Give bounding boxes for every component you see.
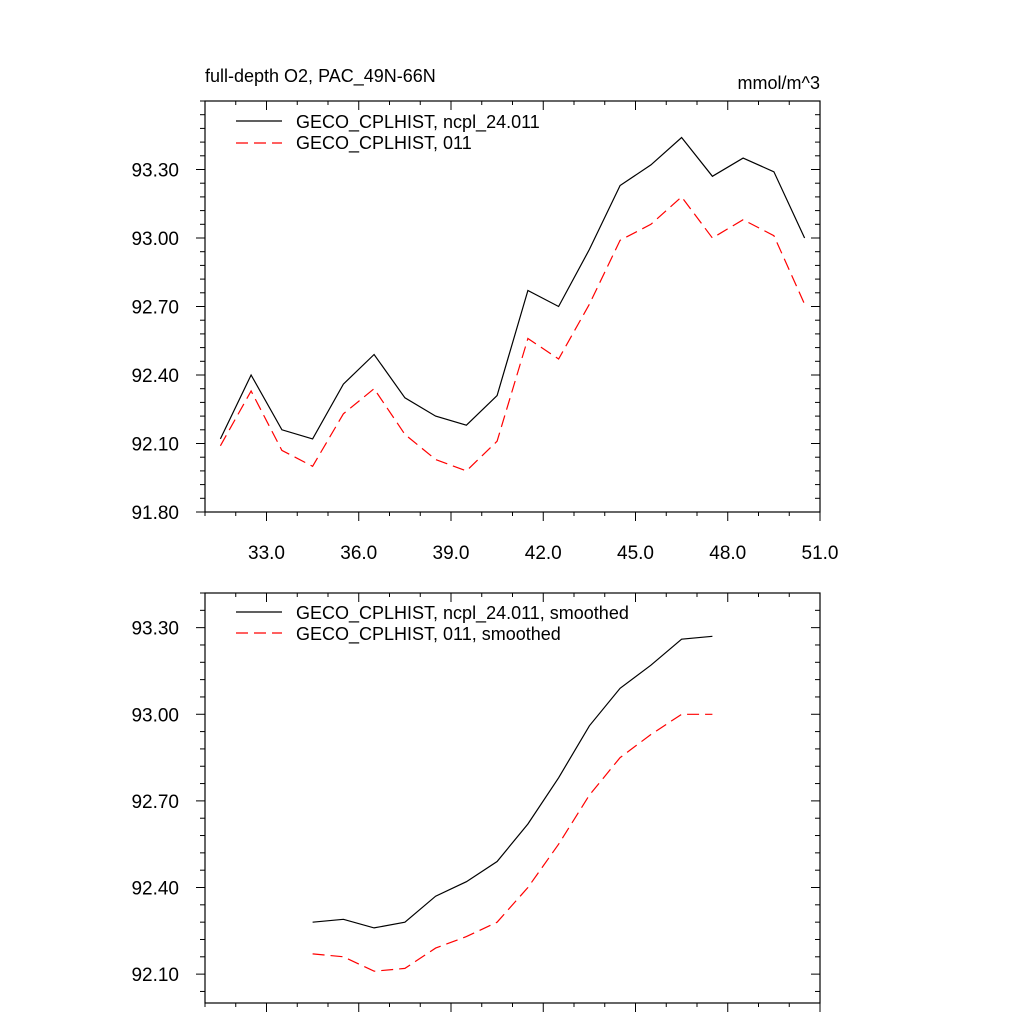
legend-label-1: GECO_CPLHIST, 011, smoothed [296, 624, 561, 645]
y-tick-label: 93.30 [131, 619, 179, 640]
series-line-solid [219, 136, 806, 440]
bottom-panel: 92.10 92.40 92.70 93.00 93.30 GECO_CPLHIST, … [131, 592, 821, 1012]
y-tick-label: 91.80 [131, 503, 179, 524]
axes-frame: 33.0 36.0 39.0 42.0 45.0 48.0 51.0 91.80 92.10 92… [131, 100, 839, 564]
y-tick-label: 92.70 [131, 298, 179, 319]
legend-label-1: GECO_CPLHIST, 011 [296, 133, 472, 154]
y-tick-label: 92.70 [131, 792, 179, 813]
legend-label-0: GECO_CPLHIST, ncpl_24.011 [296, 112, 540, 133]
series-line-solid [312, 635, 713, 929]
x-tick-label: 36.0 [340, 543, 377, 564]
top-panel-legend: GECO_CPLHIST, ncpl_24.011 GECO_CPLHIST, … [236, 112, 540, 154]
y-tick-label: 92.40 [131, 879, 179, 900]
plot-frame [204, 592, 821, 1004]
y-tick-label: 93.30 [131, 161, 179, 182]
x-tick-label: 33.0 [248, 543, 285, 564]
y-tick-label: 93.00 [131, 705, 179, 726]
series-line-dashed [219, 196, 806, 472]
plot-frame [204, 100, 821, 513]
y-tick-label: 92.10 [131, 435, 179, 456]
x-tick-label: 48.0 [709, 543, 746, 564]
bottom-panel-legend: GECO_CPLHIST, ncpl_24.011, smoothed GECO… [236, 603, 629, 645]
x-tick-label: 51.0 [802, 543, 839, 564]
x-tick-label: 42.0 [525, 543, 562, 564]
series-line-dashed [312, 713, 713, 972]
y-tick-label: 93.00 [131, 229, 179, 250]
top-panel-title: full-depth O2, PAC_49N-66N [205, 66, 436, 87]
axes-frame: 92.10 92.40 92.70 93.00 93.30 [131, 592, 821, 1012]
x-tick-label: 39.0 [433, 543, 470, 564]
y-tick-label: 92.10 [131, 965, 179, 986]
top-panel: 33.0 36.0 39.0 42.0 45.0 48.0 51.0 91.80 92.10 92… [131, 66, 838, 564]
y-tick-label: 92.40 [131, 366, 179, 387]
legend-label-0: GECO_CPLHIST, ncpl_24.011, smoothed [296, 603, 629, 624]
top-panel-units: mmol/m^3 [738, 73, 820, 93]
x-tick-label: 45.0 [617, 543, 654, 564]
